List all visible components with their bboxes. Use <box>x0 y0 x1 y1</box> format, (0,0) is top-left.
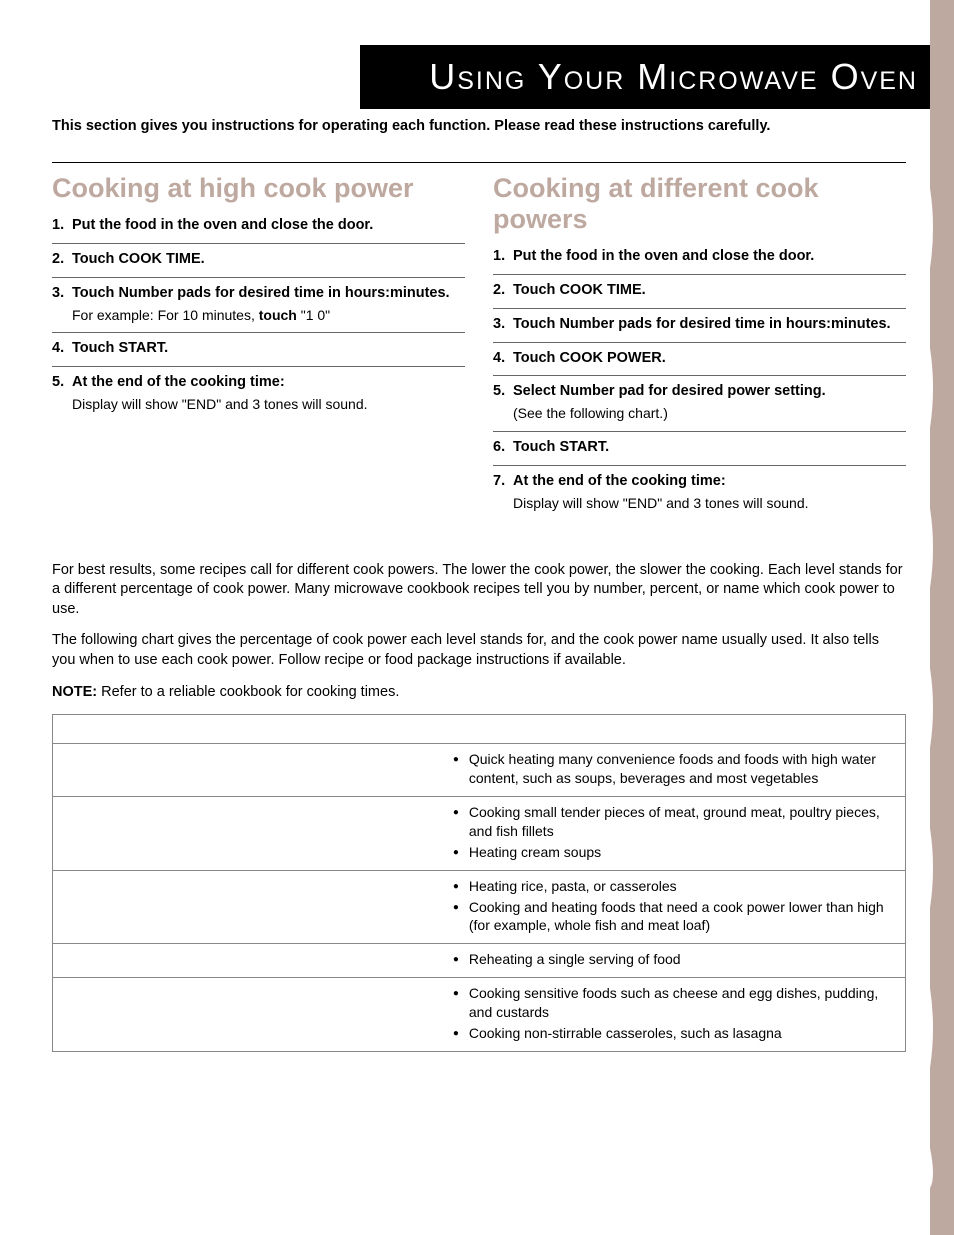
step-number: 4. <box>52 339 72 358</box>
step-text: At the end of the cooking time: <box>72 373 465 392</box>
chart-body: Quick heating many convenience foods and… <box>53 715 906 1052</box>
bullet-item: Cooking and heating foods that need a co… <box>453 898 897 936</box>
section-title-high-power: Cooking at high cook power <box>52 173 465 204</box>
note-text: Refer to a reliable cookbook for cooking… <box>97 684 399 700</box>
step-text: Touch START. <box>72 339 465 358</box>
step-number: 5. <box>493 382 513 401</box>
table-row: Cooking small tender pieces of meat, gro… <box>53 796 906 870</box>
page-number: 15 <box>898 1196 912 1211</box>
table-cell-left <box>53 870 445 944</box>
step-text: Touch Number pads for desired time in ho… <box>513 315 906 334</box>
step-text: Touch COOK TIME. <box>513 281 906 300</box>
paragraph: For best results, some recipes call for … <box>52 561 906 620</box>
table-row: Cooking sensitive foods such as cheese a… <box>53 978 906 1052</box>
step: 2.Touch COOK TIME. <box>493 275 906 309</box>
step-subtext: For example: For 10 minutes, touch "1 0" <box>72 306 465 325</box>
step: 5.Select Number pad for desired power se… <box>493 376 906 432</box>
step-number: 3. <box>493 315 513 334</box>
sub-pre: For example: For 10 minutes, <box>72 307 259 323</box>
table-cell-left <box>53 715 445 744</box>
step: 1.Put the food in the oven and close the… <box>52 210 465 244</box>
bullet-list: Reheating a single serving of food <box>453 950 897 969</box>
header-bar: Using Your Microwave Oven <box>360 45 930 109</box>
step-subtext: Display will show "END" and 3 tones will… <box>513 494 906 513</box>
step-text: Touch START. <box>513 438 906 457</box>
note-label: NOTE: <box>52 684 97 700</box>
cook-power-chart: Quick heating many convenience foods and… <box>52 714 906 1052</box>
step-number: 1. <box>493 247 513 266</box>
intro-text: This section gives you instructions for … <box>52 118 906 134</box>
lower-block: For best results, some recipes call for … <box>52 561 906 1052</box>
table-cell-left <box>53 796 445 870</box>
right-column: Cooking at different cook powers 1.Put t… <box>493 173 906 521</box>
step: 7.At the end of the cooking time: Displa… <box>493 466 906 521</box>
bullet-list: Quick heating many convenience foods and… <box>453 750 897 788</box>
note-line: NOTE: Refer to a reliable cookbook for c… <box>52 683 906 703</box>
bullet-item: Quick heating many convenience foods and… <box>453 750 897 788</box>
content-area: This section gives you instructions for … <box>52 118 906 1052</box>
step-text: At the end of the cooking time: <box>513 472 906 491</box>
table-cell-right: Reheating a single serving of food <box>445 944 906 978</box>
paragraph: The following chart gives the percentage… <box>52 631 906 670</box>
step-text: Put the food in the oven and close the d… <box>513 247 906 266</box>
step-text: Touch COOK TIME. <box>72 250 465 269</box>
table-row <box>53 715 906 744</box>
step-text: Touch COOK POWER. <box>513 349 906 368</box>
step-number: 7. <box>493 472 513 491</box>
table-cell-left <box>53 944 445 978</box>
bullet-item: Reheating a single serving of food <box>453 950 897 969</box>
bullet-item: Heating cream soups <box>453 843 897 862</box>
table-cell-left <box>53 744 445 797</box>
two-column-layout: Cooking at high cook power 1.Put the foo… <box>52 162 906 521</box>
table-cell-left <box>53 978 445 1052</box>
step-text: Select Number pad for desired power sett… <box>513 382 906 401</box>
step: 1.Put the food in the oven and close the… <box>493 241 906 275</box>
bullet-list: Heating rice, pasta, or casseroles Cookin… <box>453 877 897 936</box>
sub-pre: (See the following chart.) <box>513 405 668 421</box>
step: 3.Touch Number pads for desired time in … <box>52 278 465 334</box>
step: 4.Touch START. <box>52 333 465 367</box>
sub-post: "1 0" <box>297 307 330 323</box>
step: 6.Touch START. <box>493 432 906 466</box>
bullet-item: Cooking small tender pieces of meat, gro… <box>453 803 897 841</box>
table-cell-right: Cooking sensitive foods such as cheese a… <box>445 978 906 1052</box>
step: 2.Touch COOK TIME. <box>52 244 465 278</box>
step: 4.Touch COOK POWER. <box>493 343 906 377</box>
side-strip <box>930 64 954 1235</box>
table-row: Quick heating many convenience foods and… <box>53 744 906 797</box>
step: 5.At the end of the cooking time: Displa… <box>52 367 465 422</box>
step-number: 5. <box>52 373 72 392</box>
step-number: 3. <box>52 284 72 303</box>
step-text: Touch Number pads for desired time in ho… <box>72 284 465 303</box>
step-subtext: Display will show "END" and 3 tones will… <box>72 395 465 414</box>
step-number: 2. <box>493 281 513 300</box>
table-row: Reheating a single serving of food <box>53 944 906 978</box>
table-cell-right: Quick heating many convenience foods and… <box>445 744 906 797</box>
bullet-item: Heating rice, pasta, or casseroles <box>453 877 897 896</box>
bullet-item: Cooking sensitive foods such as cheese a… <box>453 984 897 1022</box>
step-number: 4. <box>493 349 513 368</box>
sub-bold: touch <box>259 307 297 323</box>
step-number: 2. <box>52 250 72 269</box>
sub-pre: Display will show "END" and 3 tones will… <box>72 396 368 412</box>
step-text: Put the food in the oven and close the d… <box>72 216 465 235</box>
left-column: Cooking at high cook power 1.Put the foo… <box>52 173 465 521</box>
step-number: 6. <box>493 438 513 457</box>
bullet-list: Cooking small tender pieces of meat, gro… <box>453 803 897 862</box>
sub-pre: Display will show "END" and 3 tones will… <box>513 495 809 511</box>
step-number: 1. <box>52 216 72 235</box>
table-cell-right: Cooking small tender pieces of meat, gro… <box>445 796 906 870</box>
bullet-list: Cooking sensitive foods such as cheese a… <box>453 984 897 1043</box>
table-cell-right: Heating rice, pasta, or casseroles Cookin… <box>445 870 906 944</box>
table-cell-right <box>445 715 906 744</box>
step-subtext: (See the following chart.) <box>513 404 906 423</box>
table-row: Heating rice, pasta, or casseroles Cookin… <box>53 870 906 944</box>
side-strip-top <box>930 0 954 64</box>
page-title: Using Your Microwave Oven <box>429 56 918 98</box>
step: 3.Touch Number pads for desired time in … <box>493 309 906 343</box>
bullet-item: Cooking non-stirrable casseroles, such a… <box>453 1024 897 1043</box>
section-title-diff-powers: Cooking at different cook powers <box>493 173 906 235</box>
